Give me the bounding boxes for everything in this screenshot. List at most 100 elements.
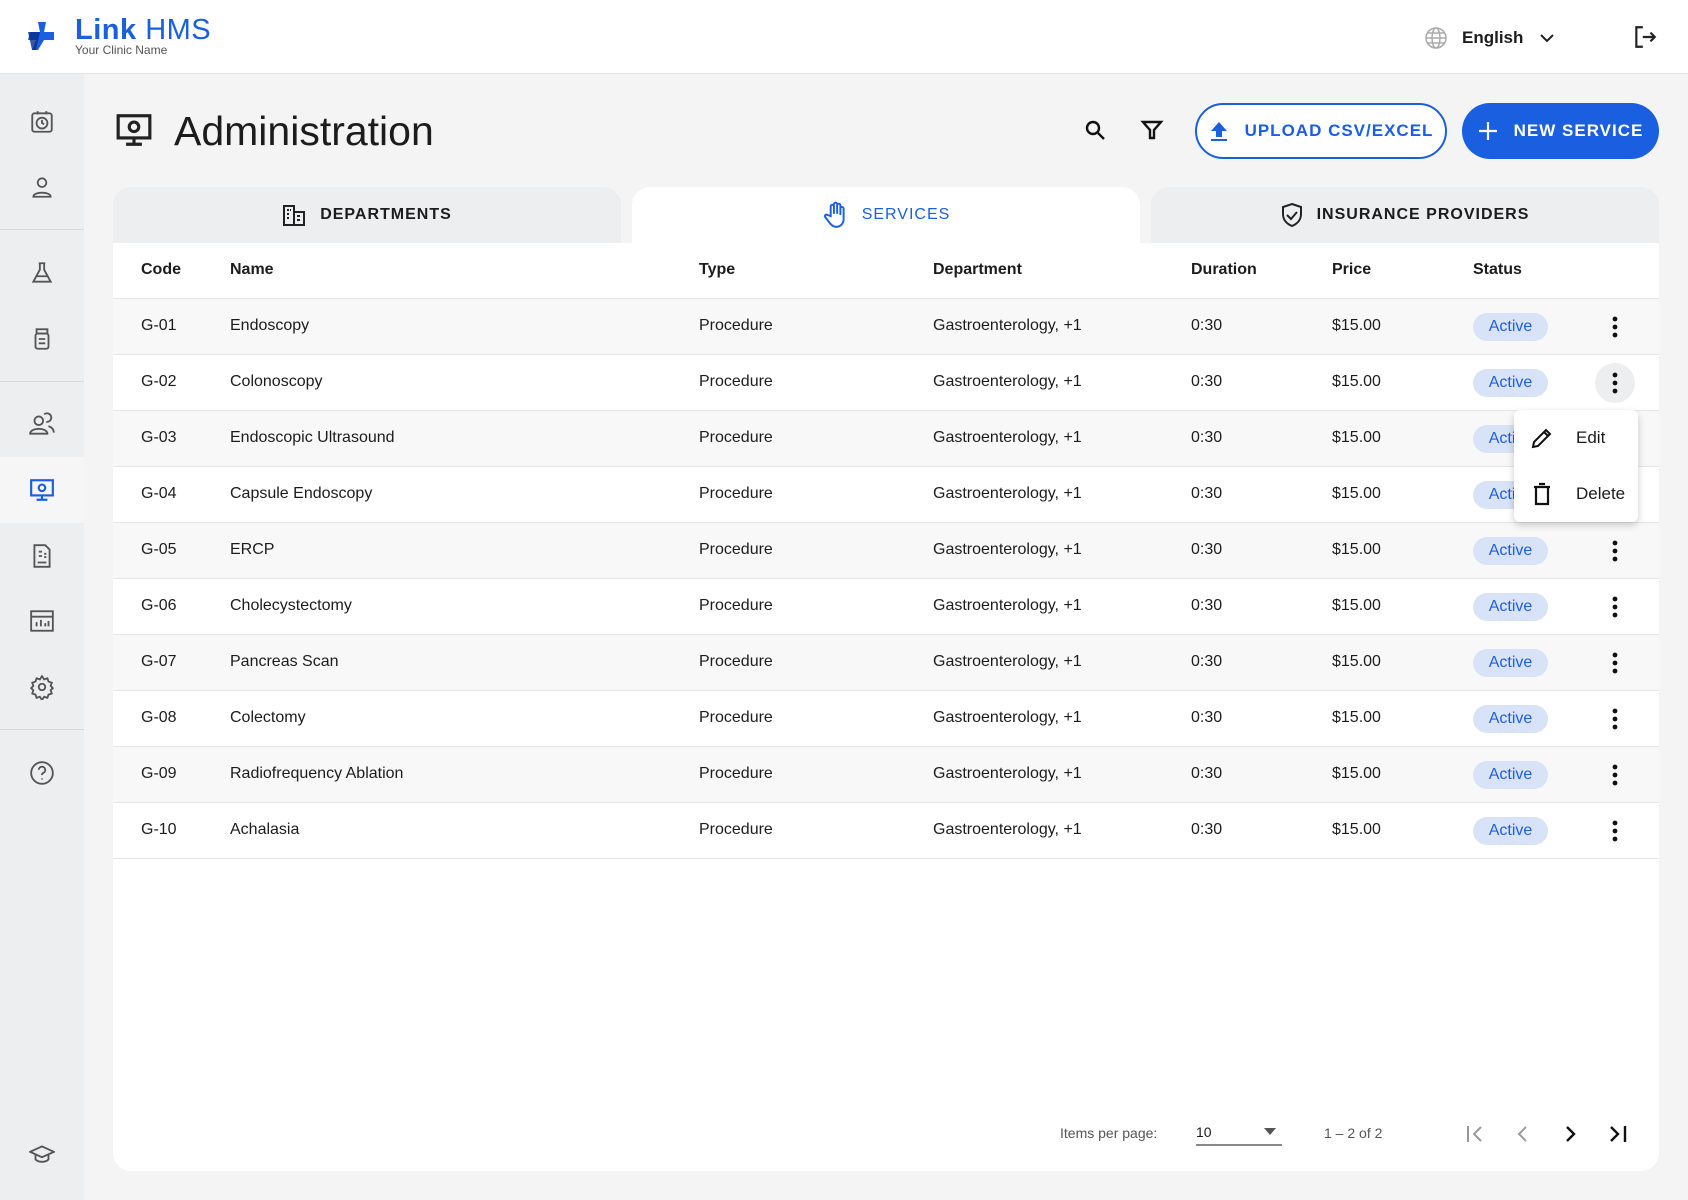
sidebar-item-patients[interactable]: [0, 154, 84, 220]
cell-type: Procedure: [699, 317, 773, 334]
sidebar-item-pharmacy[interactable]: [0, 306, 84, 372]
upload-csv-button[interactable]: UPLOAD CSV/EXCEL: [1195, 103, 1447, 159]
filter-icon[interactable]: [1140, 118, 1164, 142]
cell-type: Procedure: [699, 597, 773, 614]
cell-type: Procedure: [699, 429, 773, 446]
sidebar-item-administration[interactable]: [0, 457, 84, 523]
col-name: Name: [230, 261, 274, 278]
calendar-clock-icon: [31, 111, 53, 133]
cell-code: G-02: [141, 373, 177, 390]
sidebar-item-lab[interactable]: [0, 240, 84, 306]
table-row[interactable]: G-10 Achalasia Procedure Gastroenterology, …: [113, 803, 1659, 859]
sidebar-item-reports[interactable]: [0, 588, 84, 654]
sidebar-item-training[interactable]: [0, 1121, 84, 1187]
clinic-name: Your Clinic Name: [75, 43, 168, 57]
cell-price: $15.00: [1332, 709, 1381, 726]
row-actions-button[interactable]: [1595, 811, 1635, 851]
more-vertical-icon: [1612, 708, 1618, 730]
sidebar-item-staff[interactable]: [0, 391, 84, 457]
cell-department: Gastroenterology, +1: [933, 429, 1082, 446]
flask-icon: [31, 262, 53, 283]
more-vertical-icon: [1612, 764, 1618, 786]
table-row[interactable]: G-07 Pancreas Scan Procedure Gastroenterolo…: [113, 635, 1659, 691]
pencil-icon: [1531, 428, 1552, 449]
monitor-gear-icon: [30, 479, 54, 501]
table-row[interactable]: G-09 Radiofrequency Ablation Procedure Gast…: [113, 747, 1659, 803]
cell-duration: 0:30: [1191, 765, 1223, 782]
cell-duration: 0:30: [1191, 709, 1223, 726]
language-select[interactable]: English: [1424, 26, 1557, 50]
cell-department: Gastroenterology, +1: [933, 653, 1082, 670]
building-icon: [283, 205, 306, 226]
table-row[interactable]: G-04 Capsule Endoscopy Procedure Gastroente…: [113, 467, 1659, 523]
row-actions-button[interactable]: [1595, 531, 1635, 571]
page-title: Administration: [174, 108, 434, 154]
page-range: 1 – 2 of 2: [1324, 1125, 1383, 1141]
new-service-button[interactable]: NEW SERVICE: [1462, 103, 1659, 159]
page-size-select[interactable]: 10: [1196, 1118, 1282, 1146]
sidebar: [0, 74, 84, 1200]
cell-duration: 0:30: [1191, 485, 1223, 502]
tab-services[interactable]: SERVICES: [632, 187, 1140, 243]
more-vertical-icon: [1612, 372, 1618, 394]
help-icon: [30, 761, 54, 785]
cell-type: Procedure: [699, 821, 773, 838]
row-actions-button[interactable]: [1595, 363, 1635, 403]
table-row[interactable]: G-02 Colonoscopy Procedure Gastroenterology…: [113, 355, 1659, 411]
more-vertical-icon: [1612, 540, 1618, 562]
cell-type: Procedure: [699, 541, 773, 558]
row-actions-button[interactable]: [1595, 755, 1635, 795]
cell-department: Gastroenterology, +1: [933, 765, 1082, 782]
tab-insurance-providers[interactable]: INSURANCE PROVIDERS: [1151, 187, 1659, 243]
search-icon[interactable]: [1083, 118, 1107, 142]
cell-code: G-08: [141, 709, 177, 726]
row-actions-button[interactable]: [1595, 699, 1635, 739]
cell-department: Gastroenterology, +1: [933, 597, 1082, 614]
row-actions-button[interactable]: [1595, 587, 1635, 627]
cell-name: Achalasia: [230, 821, 300, 838]
cell-price: $15.00: [1332, 317, 1381, 334]
row-actions-button[interactable]: [1595, 307, 1635, 347]
menu-item-delete[interactable]: Delete: [1514, 466, 1638, 522]
sidebar-item-billing[interactable]: [0, 523, 84, 589]
table-row[interactable]: G-01 Endoscopy Procedure Gastroenterology, …: [113, 299, 1659, 355]
col-duration: Duration: [1191, 261, 1257, 278]
tab-departments[interactable]: DEPARTMENTS: [113, 187, 621, 243]
logout-icon[interactable]: [1632, 24, 1658, 50]
cell-name: Capsule Endoscopy: [230, 485, 373, 502]
logo-icon: [28, 22, 54, 50]
cell-department: Gastroenterology, +1: [933, 541, 1082, 558]
cell-department: Gastroenterology, +1: [933, 821, 1082, 838]
cell-price: $15.00: [1332, 429, 1381, 446]
cell-name: ERCP: [230, 541, 275, 558]
table-row[interactable]: G-06 Cholecystectomy Procedure Gastroentero…: [113, 579, 1659, 635]
hand-icon: [823, 201, 845, 228]
sidebar-item-appointments[interactable]: [0, 89, 84, 155]
report-chart-icon: [30, 610, 54, 632]
cell-type: Procedure: [699, 653, 773, 670]
prev-page-icon[interactable]: [1513, 1124, 1533, 1144]
cell-name: Radiofrequency Ablation: [230, 765, 404, 782]
sidebar-item-settings[interactable]: [0, 654, 84, 720]
cell-name: Pancreas Scan: [230, 653, 339, 670]
gear-icon: [29, 674, 55, 700]
items-per-page-label: Items per page:: [1060, 1125, 1158, 1141]
dropdown-arrow-icon: [1264, 1128, 1276, 1135]
col-status: Status: [1473, 261, 1522, 278]
group-icon: [29, 412, 55, 435]
cell-price: $15.00: [1332, 821, 1381, 838]
brand-name: Link HMS: [75, 14, 212, 46]
invoice-icon: [33, 544, 51, 568]
cell-type: Procedure: [699, 709, 773, 726]
table-row[interactable]: G-08 Colectomy Procedure Gastroenterology, …: [113, 691, 1659, 747]
table-row[interactable]: G-03 Endoscopic Ultrasound Procedure Gastro…: [113, 411, 1659, 467]
table-row[interactable]: G-05 ERCP Procedure Gastroenterology, +1 0:3…: [113, 523, 1659, 579]
row-actions-button[interactable]: [1595, 643, 1635, 683]
first-page-icon[interactable]: [1465, 1124, 1487, 1144]
next-page-icon[interactable]: [1560, 1124, 1580, 1144]
sidebar-item-help[interactable]: [0, 740, 84, 806]
cell-code: G-09: [141, 765, 177, 782]
last-page-icon[interactable]: [1607, 1124, 1629, 1144]
menu-item-edit[interactable]: Edit: [1514, 410, 1638, 466]
more-vertical-icon: [1612, 652, 1618, 674]
